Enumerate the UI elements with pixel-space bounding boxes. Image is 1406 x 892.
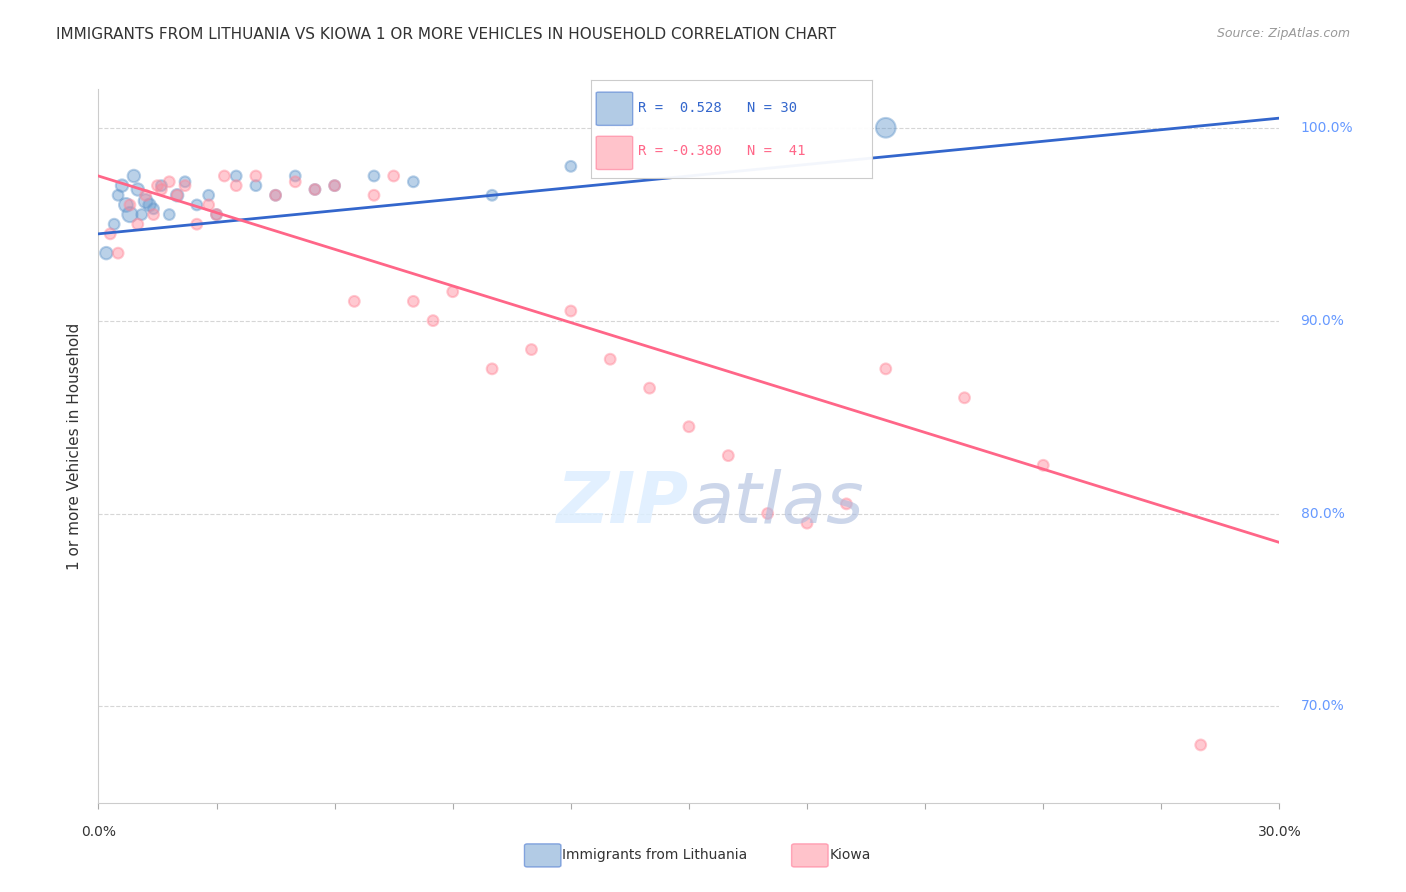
Point	[245, 178, 267, 193]
Point	[264, 188, 287, 202]
Point	[1032, 458, 1054, 473]
Point	[127, 217, 149, 231]
Point	[422, 313, 444, 327]
Y-axis label: 1 or more Vehicles in Household: 1 or more Vehicles in Household	[67, 322, 83, 570]
Point	[131, 208, 153, 222]
Text: Kiowa: Kiowa	[830, 848, 870, 863]
Point	[103, 217, 125, 231]
Point	[118, 198, 141, 212]
Text: 70.0%: 70.0%	[1301, 699, 1344, 714]
Point	[875, 362, 897, 376]
Point	[186, 217, 208, 231]
Point	[678, 419, 700, 434]
Point	[115, 198, 138, 212]
Point	[127, 182, 149, 196]
Text: atlas: atlas	[689, 468, 863, 538]
Point	[264, 188, 287, 202]
Text: 100.0%: 100.0%	[1301, 120, 1353, 135]
Point	[323, 178, 346, 193]
Point	[214, 169, 236, 183]
Point	[174, 175, 197, 189]
Point	[304, 182, 326, 196]
Point	[835, 497, 858, 511]
FancyBboxPatch shape	[596, 92, 633, 126]
Point	[953, 391, 976, 405]
Point	[441, 285, 464, 299]
Point	[323, 178, 346, 193]
Point	[205, 208, 228, 222]
Point	[245, 169, 267, 183]
Point	[363, 188, 385, 202]
Text: 0.0%: 0.0%	[82, 825, 115, 839]
Point	[560, 304, 582, 318]
Point	[142, 208, 165, 222]
Text: IMMIGRANTS FROM LITHUANIA VS KIOWA 1 OR MORE VEHICLES IN HOUSEHOLD CORRELATION C: IMMIGRANTS FROM LITHUANIA VS KIOWA 1 OR …	[56, 27, 837, 42]
Point	[157, 175, 180, 189]
Point	[638, 381, 661, 395]
Point	[363, 169, 385, 183]
Point	[481, 362, 503, 376]
Text: ZIP: ZIP	[557, 468, 689, 538]
Text: 30.0%: 30.0%	[1257, 825, 1302, 839]
Point	[135, 194, 157, 208]
Text: R = -0.380   N =  41: R = -0.380 N = 41	[638, 144, 806, 158]
Point	[284, 169, 307, 183]
Point	[166, 188, 188, 202]
Point	[717, 449, 740, 463]
Text: 90.0%: 90.0%	[1301, 314, 1344, 327]
Point	[186, 198, 208, 212]
Point	[225, 169, 247, 183]
Text: 80.0%: 80.0%	[1301, 507, 1344, 521]
Point	[150, 182, 173, 196]
Point	[174, 178, 197, 193]
Point	[107, 246, 129, 260]
Point	[166, 188, 188, 202]
Point	[157, 208, 180, 222]
Point	[1189, 738, 1212, 752]
Point	[402, 294, 425, 309]
Text: Source: ZipAtlas.com: Source: ZipAtlas.com	[1216, 27, 1350, 40]
Point	[197, 198, 219, 212]
Point	[205, 208, 228, 222]
Point	[284, 175, 307, 189]
Point	[304, 182, 326, 196]
Point	[382, 169, 405, 183]
Point	[225, 178, 247, 193]
Point	[756, 507, 779, 521]
Point	[402, 175, 425, 189]
Point	[599, 352, 621, 367]
Point	[197, 188, 219, 202]
Point	[481, 188, 503, 202]
Point	[98, 227, 121, 241]
Point	[146, 178, 169, 193]
Point	[150, 178, 173, 193]
Point	[343, 294, 366, 309]
Text: Immigrants from Lithuania: Immigrants from Lithuania	[562, 848, 748, 863]
Point	[122, 169, 145, 183]
Point	[142, 202, 165, 216]
Point	[560, 159, 582, 173]
Point	[520, 343, 543, 357]
Point	[96, 246, 118, 260]
Point	[138, 198, 160, 212]
Text: R =  0.528   N = 30: R = 0.528 N = 30	[638, 101, 797, 115]
Point	[875, 120, 897, 135]
FancyBboxPatch shape	[596, 136, 633, 169]
Point	[118, 208, 141, 222]
Point	[111, 178, 134, 193]
Point	[796, 516, 818, 530]
Point	[107, 188, 129, 202]
Point	[135, 188, 157, 202]
